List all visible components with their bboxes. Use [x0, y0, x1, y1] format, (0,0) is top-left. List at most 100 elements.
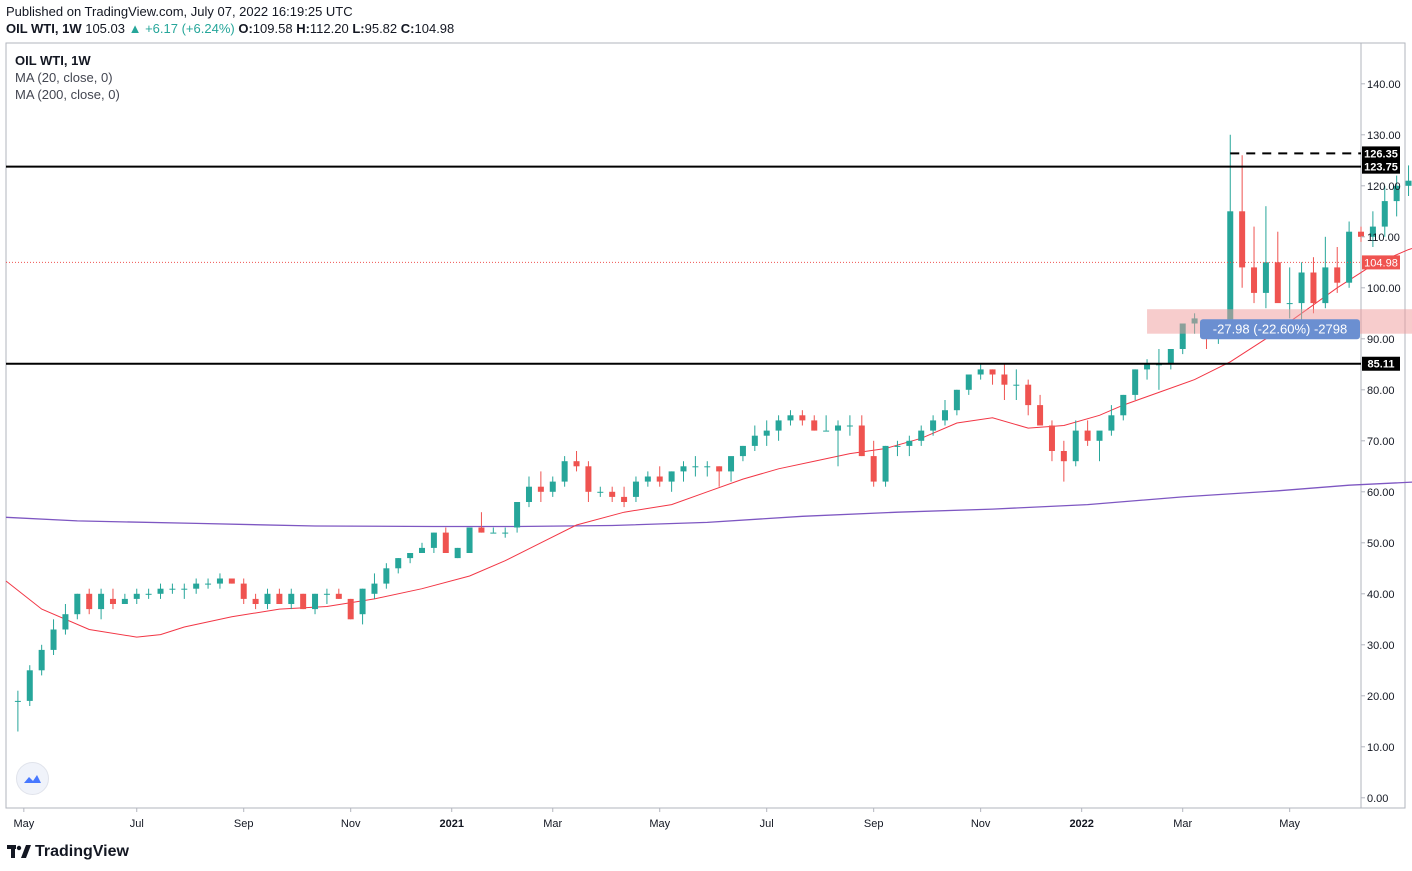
x-tick-label: Nov [971, 818, 991, 830]
x-tick-label: Mar [543, 818, 562, 830]
legend-ma20[interactable]: MA (20, close, 0) [15, 70, 113, 85]
candle-body [1381, 201, 1388, 227]
legend-ma200[interactable]: MA (200, close, 0) [15, 87, 120, 102]
footer-brand: TradingView [7, 843, 129, 861]
x-tick-label: Sep [234, 818, 254, 830]
x-tick-label: Jul [760, 818, 774, 830]
candle-body [216, 578, 223, 584]
candle-body [395, 558, 402, 569]
x-tick-label: Nov [341, 818, 361, 830]
candle-body [1120, 394, 1127, 416]
candle-body [882, 445, 889, 482]
level-price-tag [1362, 159, 1400, 174]
candle-body [38, 649, 45, 671]
candle-body [228, 578, 235, 584]
level-price-tag [1362, 146, 1400, 161]
candle-body [846, 425, 853, 427]
candle-body [1048, 425, 1055, 451]
candle-body [1179, 323, 1186, 349]
candle-body [407, 553, 414, 559]
candle-body [1274, 262, 1281, 304]
candle-body [668, 471, 675, 482]
candle-body [835, 425, 842, 431]
candle-body [728, 456, 735, 472]
last-price-tag [1362, 255, 1400, 270]
y-tick-label: 100.00 [1367, 283, 1401, 295]
open-value: 109.58 [252, 21, 293, 36]
open-label: O: [238, 21, 253, 36]
candle-body [1060, 451, 1067, 462]
x-tick-label: May [13, 818, 34, 830]
candle-body [953, 389, 960, 411]
y-tick-label: 90.00 [1367, 334, 1395, 346]
tradingview-badge-icon[interactable] [16, 762, 49, 795]
candle-body [1155, 364, 1162, 366]
chart-frame [5, 42, 1406, 809]
x-tick-label: 2022 [1069, 818, 1093, 830]
candle-body [525, 486, 532, 502]
legend-title[interactable]: OIL WTI, 1W [15, 53, 91, 68]
candle-body [1144, 364, 1151, 370]
measure-label: -27.98 (-22.60%) -2798 [1213, 322, 1347, 337]
candle-body [430, 532, 437, 548]
candle-body [205, 583, 212, 585]
candle-body [1227, 211, 1234, 329]
candle-body [632, 481, 639, 497]
plot-border [5, 42, 1406, 809]
y-tick-label: 10.00 [1367, 742, 1395, 754]
y-tick-label: 20.00 [1367, 691, 1395, 703]
candle-body [537, 486, 544, 492]
level-price-tag [1362, 356, 1400, 371]
candle-body [1239, 211, 1246, 268]
candle-body [1322, 267, 1329, 304]
candle-body [442, 532, 449, 553]
candle-body [169, 588, 176, 590]
candle-body [323, 593, 330, 595]
candle-body [1096, 430, 1103, 441]
candle-body [692, 466, 699, 468]
x-tick-label: May [1279, 818, 1300, 830]
candle-body [1310, 272, 1317, 304]
candle-body [680, 466, 687, 472]
candle-body [739, 445, 746, 457]
candle-body [644, 476, 651, 482]
candle-body [193, 583, 200, 589]
candle-body [335, 593, 342, 599]
candle-body [86, 593, 93, 610]
close-value: 104.98 [414, 21, 455, 36]
candle-body [1167, 349, 1174, 365]
candle-body [977, 369, 984, 375]
candle-body [704, 466, 711, 468]
high-label: H: [296, 21, 310, 36]
candle-body [1334, 267, 1341, 283]
low-value: 95.82 [364, 21, 398, 36]
x-tick-label: 2021 [439, 818, 463, 830]
candle-body [359, 588, 366, 615]
ma20-line [5, 247, 1412, 638]
axes-group: 0.00 10.00 20.00 30.00 40.00 50.00 60.00 70.00 8… [13, 79, 1400, 830]
y-tick-label: 60.00 [1367, 487, 1395, 499]
candle-body [1025, 384, 1032, 406]
candle-body [930, 420, 937, 431]
candle-body [751, 435, 758, 446]
candle-body [1251, 267, 1258, 293]
x-tick-label: May [649, 818, 670, 830]
x-tick-label: Mar [1173, 818, 1192, 830]
candle-body [288, 593, 295, 604]
x-tick-label: Jul [130, 818, 144, 830]
candles-group [14, 134, 1412, 732]
candle-body [763, 430, 770, 436]
candle-body [502, 532, 509, 534]
y-tick-label: 40.00 [1367, 589, 1395, 601]
footer-brand-text: TradingView [35, 843, 129, 860]
candle-body [941, 410, 948, 421]
y-tick-label: 50.00 [1367, 538, 1395, 550]
y-tick-label: 130.00 [1367, 130, 1401, 142]
y-tick-label: 30.00 [1367, 640, 1395, 652]
tradingview-logo-icon [7, 845, 31, 858]
y-tick-label: 80.00 [1367, 385, 1395, 397]
candle-body [965, 374, 972, 390]
candle-body [74, 593, 81, 615]
candle-body [1346, 231, 1353, 283]
